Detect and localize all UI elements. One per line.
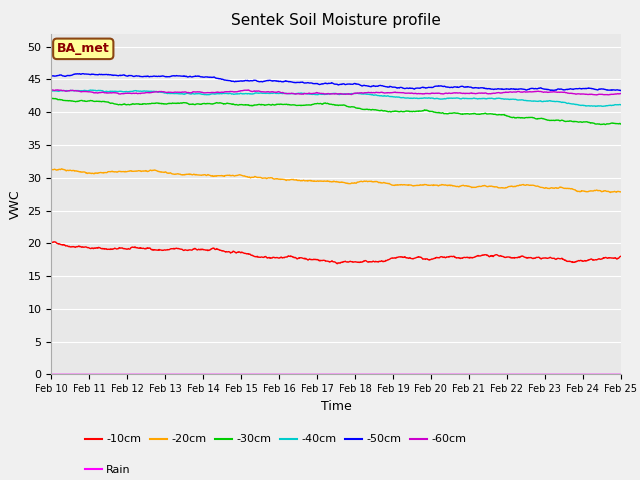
-30cm — [289, 102, 297, 108]
-50cm — [301, 80, 309, 86]
-60cm — [617, 91, 625, 96]
-10cm — [312, 256, 319, 262]
-50cm — [92, 72, 99, 78]
-50cm — [47, 72, 55, 78]
Line: -20cm: -20cm — [51, 169, 621, 192]
-20cm — [312, 179, 319, 184]
-40cm — [592, 104, 600, 109]
X-axis label: Time: Time — [321, 400, 351, 413]
-10cm — [372, 259, 380, 264]
-50cm — [289, 80, 297, 85]
-60cm — [289, 91, 297, 96]
-30cm — [602, 122, 609, 128]
-20cm — [92, 170, 99, 176]
-40cm — [312, 92, 319, 97]
-10cm — [617, 253, 625, 259]
-10cm — [289, 254, 297, 260]
-40cm — [92, 88, 99, 94]
Rain — [92, 372, 99, 377]
-20cm — [301, 178, 309, 184]
-60cm — [115, 91, 123, 97]
-20cm — [47, 167, 55, 172]
-30cm — [115, 102, 123, 108]
-30cm — [372, 107, 380, 113]
Line: -50cm: -50cm — [51, 73, 621, 91]
Line: -10cm: -10cm — [51, 242, 621, 264]
-20cm — [289, 177, 297, 182]
-10cm — [47, 240, 55, 246]
Rain — [115, 372, 122, 377]
-10cm — [50, 239, 58, 245]
Rain — [617, 372, 625, 377]
Legend: Rain: Rain — [85, 465, 131, 475]
-50cm — [617, 88, 625, 94]
-20cm — [372, 179, 380, 184]
-60cm — [301, 91, 309, 96]
-10cm — [301, 256, 309, 262]
-40cm — [86, 87, 94, 93]
-60cm — [49, 87, 56, 93]
-50cm — [372, 84, 380, 89]
-20cm — [58, 166, 65, 172]
-30cm — [617, 121, 625, 127]
Rain — [371, 372, 379, 377]
Line: -60cm: -60cm — [51, 90, 621, 95]
Rain — [289, 372, 297, 377]
-30cm — [49, 96, 56, 101]
-10cm — [92, 245, 99, 251]
Text: BA_met: BA_met — [57, 42, 109, 55]
-60cm — [47, 87, 55, 93]
-40cm — [289, 91, 297, 96]
Y-axis label: VWC: VWC — [9, 189, 22, 219]
-60cm — [92, 90, 99, 96]
-50cm — [76, 71, 83, 76]
-10cm — [115, 246, 123, 252]
-50cm — [312, 81, 319, 86]
Line: -30cm: -30cm — [51, 98, 621, 125]
-40cm — [301, 91, 309, 96]
Title: Sentek Soil Moisture profile: Sentek Soil Moisture profile — [231, 13, 441, 28]
-60cm — [593, 92, 601, 98]
-30cm — [47, 96, 55, 101]
-20cm — [115, 168, 123, 174]
-10cm — [334, 261, 342, 266]
-40cm — [47, 88, 55, 94]
-30cm — [312, 101, 319, 107]
-40cm — [372, 92, 380, 98]
-40cm — [115, 88, 123, 94]
-60cm — [312, 90, 319, 96]
-20cm — [607, 190, 614, 195]
-50cm — [115, 72, 123, 78]
-60cm — [372, 90, 380, 96]
Rain — [311, 372, 319, 377]
-40cm — [617, 102, 625, 108]
Rain — [301, 372, 308, 377]
-20cm — [617, 189, 625, 195]
-30cm — [301, 102, 309, 108]
-30cm — [92, 99, 99, 105]
Line: -40cm: -40cm — [51, 90, 621, 107]
Rain — [47, 372, 55, 377]
